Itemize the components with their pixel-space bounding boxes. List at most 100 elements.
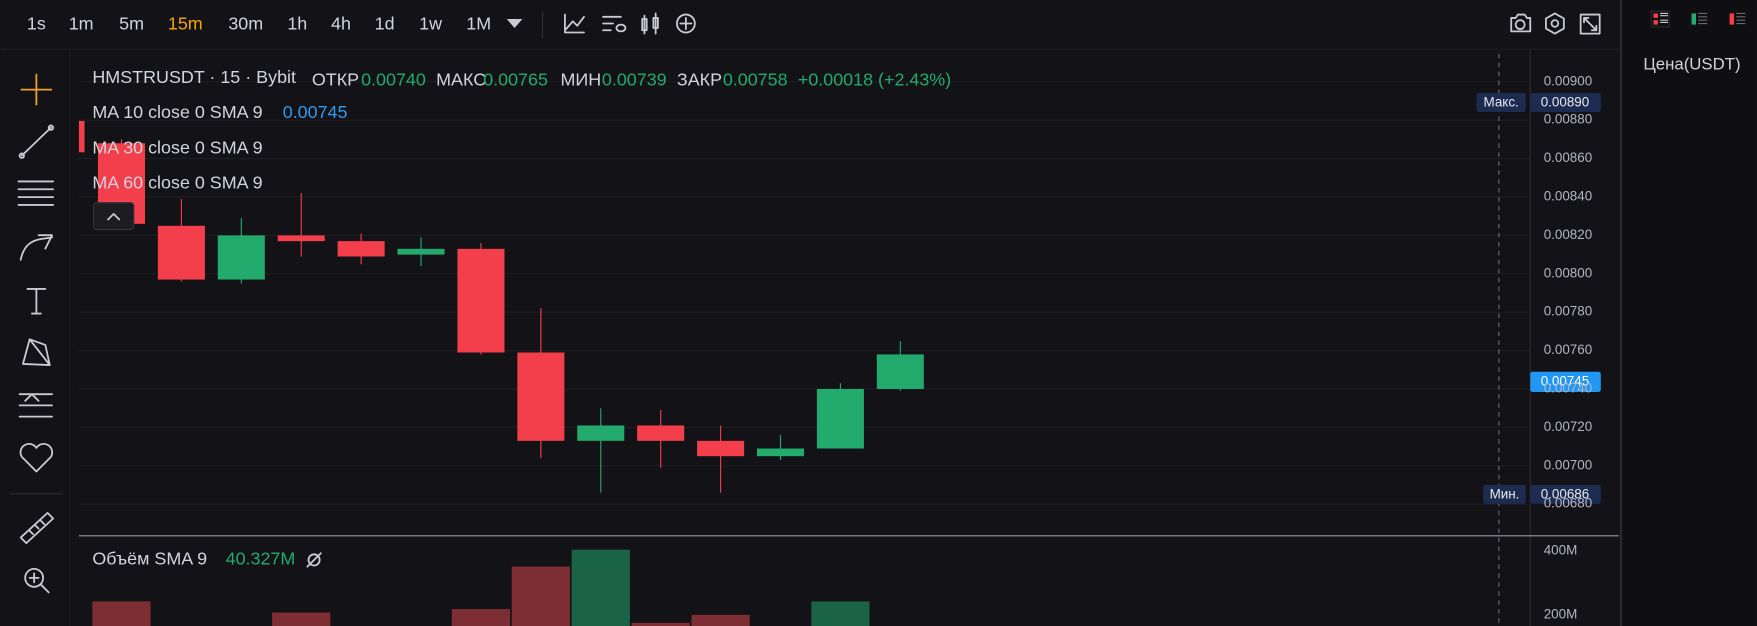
add-plus bbox=[679, 17, 693, 31]
max-price: 0.00890 bbox=[1541, 95, 1590, 110]
book-view-bids-lines bbox=[1698, 12, 1708, 25]
volume-label: Объём SMA 9 bbox=[92, 549, 207, 569]
ruler-tool[interactable] bbox=[19, 511, 55, 545]
ma-value: 0.00745 bbox=[283, 102, 348, 122]
y-tick-label: 0.00700 bbox=[1544, 457, 1593, 472]
add-icon[interactable] bbox=[676, 13, 696, 34]
collapse-legend[interactable] bbox=[92, 202, 135, 231]
trend-line-dot bbox=[18, 152, 25, 159]
symbol: HMSTRUSDT · 15 · Bybit bbox=[92, 67, 296, 87]
volume-bar bbox=[92, 601, 151, 626]
timeframe-button[interactable]: 1s bbox=[27, 13, 46, 33]
change: +0.00018 (+2.43%) bbox=[798, 69, 951, 89]
candle-body[interactable] bbox=[637, 425, 685, 441]
volume-bar bbox=[691, 614, 750, 626]
order-book-header: Цена(USDT) bbox=[1643, 54, 1740, 73]
ohlc-label: МИН bbox=[560, 69, 601, 89]
ohlc-label: ОТКР bbox=[312, 69, 359, 89]
trend-line-tool[interactable] bbox=[20, 126, 52, 157]
candle-body[interactable] bbox=[876, 354, 924, 389]
y-tick-label: 0.00860 bbox=[1544, 150, 1593, 165]
order-book-panel bbox=[1622, 0, 1757, 626]
volume-tick-label: 400M bbox=[1544, 542, 1578, 557]
y-tick-label: 0.00840 bbox=[1544, 189, 1593, 204]
timeframe-dropdown[interactable] bbox=[506, 19, 523, 28]
timeframe-button[interactable]: 4h bbox=[331, 13, 351, 33]
book-view-all[interactable] bbox=[1650, 10, 1670, 28]
timeframe-button[interactable]: 1M bbox=[466, 13, 491, 33]
book-view-all-red bbox=[1653, 13, 1658, 25]
y-tick-label: 0.00760 bbox=[1544, 342, 1593, 357]
fib-tool[interactable] bbox=[17, 180, 55, 206]
snapshot-icon[interactable] bbox=[1510, 13, 1532, 33]
y-tick-label: 0.00720 bbox=[1544, 419, 1593, 434]
brush-tool[interactable] bbox=[19, 234, 53, 261]
hide-slash bbox=[306, 552, 322, 568]
y-tick-label: 0.00800 bbox=[1544, 265, 1593, 280]
chart-type-icon[interactable] bbox=[641, 12, 659, 35]
book-view-asks[interactable] bbox=[1729, 13, 1735, 25]
forecast-tool[interactable] bbox=[18, 393, 53, 418]
book-view-bids[interactable] bbox=[1691, 13, 1696, 25]
volume-bar bbox=[451, 609, 511, 626]
ma-label[interactable]: MA 30 close 0 SMA 9 bbox=[92, 138, 262, 158]
max-label: Макс. bbox=[1484, 95, 1519, 110]
timeframe-button[interactable]: 1h bbox=[287, 13, 307, 33]
candle-body[interactable] bbox=[816, 388, 864, 449]
text-tool[interactable] bbox=[26, 288, 47, 315]
ohlc-label: ЗАКР bbox=[677, 69, 722, 89]
volume-bars bbox=[92, 549, 870, 626]
fullscreen-icon[interactable] bbox=[1579, 13, 1601, 35]
timeframe-button[interactable]: 30m bbox=[228, 13, 263, 33]
zoom-tool[interactable] bbox=[24, 567, 44, 588]
ohlc-label: МАКС bbox=[436, 69, 486, 89]
candle-body[interactable] bbox=[457, 248, 505, 353]
current-price: 0.00745 bbox=[1541, 373, 1590, 388]
hide-icon[interactable] bbox=[307, 553, 321, 567]
volume-bar bbox=[811, 601, 870, 626]
ohlc-value: 0.00758 bbox=[723, 69, 788, 89]
trend-line-dot bbox=[47, 124, 55, 131]
candle-body[interactable] bbox=[337, 241, 385, 257]
candle-body[interactable] bbox=[756, 448, 805, 457]
max-badge bbox=[1476, 92, 1526, 112]
y-tick-label: 0.00780 bbox=[1544, 304, 1593, 319]
candle-body[interactable] bbox=[397, 248, 445, 255]
timeframe-button[interactable]: 1d bbox=[375, 13, 395, 33]
book-view-asks-lines bbox=[1736, 12, 1746, 25]
min-badge bbox=[1483, 484, 1526, 504]
candle-body[interactable] bbox=[277, 235, 325, 242]
y-tick-label: 0.00820 bbox=[1544, 227, 1593, 242]
candle-body[interactable] bbox=[577, 425, 625, 441]
candle-body[interactable] bbox=[697, 440, 745, 457]
volume-tick-label: 200M bbox=[1544, 606, 1578, 621]
templates-icon[interactable] bbox=[602, 15, 627, 33]
zoom-plus bbox=[28, 572, 50, 594]
collapse-chevron bbox=[107, 212, 121, 221]
crosshair-tool[interactable] bbox=[20, 73, 53, 106]
min-price: 0.00686 bbox=[1541, 487, 1590, 502]
indicators-icon[interactable] bbox=[564, 13, 585, 34]
timeframe-button[interactable]: 1w bbox=[419, 13, 442, 33]
candle-body[interactable] bbox=[217, 235, 265, 280]
candle-body[interactable] bbox=[157, 225, 205, 280]
volume-bar bbox=[631, 622, 690, 626]
ohlc-value: 0.00740 bbox=[361, 69, 426, 89]
pattern-tool[interactable] bbox=[22, 338, 51, 366]
settings-icon[interactable] bbox=[1545, 12, 1565, 35]
candle-body[interactable] bbox=[517, 352, 565, 441]
ma-label[interactable]: MA 60 close 0 SMA 9 bbox=[92, 172, 262, 192]
timeframe-button[interactable]: 5m bbox=[119, 13, 144, 33]
favorites-tool[interactable] bbox=[19, 442, 54, 473]
ohlc-value: 0.00765 bbox=[483, 69, 548, 89]
marker bbox=[78, 120, 85, 153]
y-tick-label: 0.00740 bbox=[1544, 381, 1593, 396]
volume-bar bbox=[571, 549, 630, 626]
book-view-all-lines bbox=[1660, 12, 1668, 23]
timeframe-button[interactable]: 1m bbox=[69, 13, 94, 33]
ma-label[interactable]: MA 10 close 0 SMA 9 bbox=[92, 102, 262, 122]
y-tick-label: 0.00900 bbox=[1544, 73, 1593, 88]
timeframe-button[interactable]: 15m bbox=[168, 13, 203, 33]
